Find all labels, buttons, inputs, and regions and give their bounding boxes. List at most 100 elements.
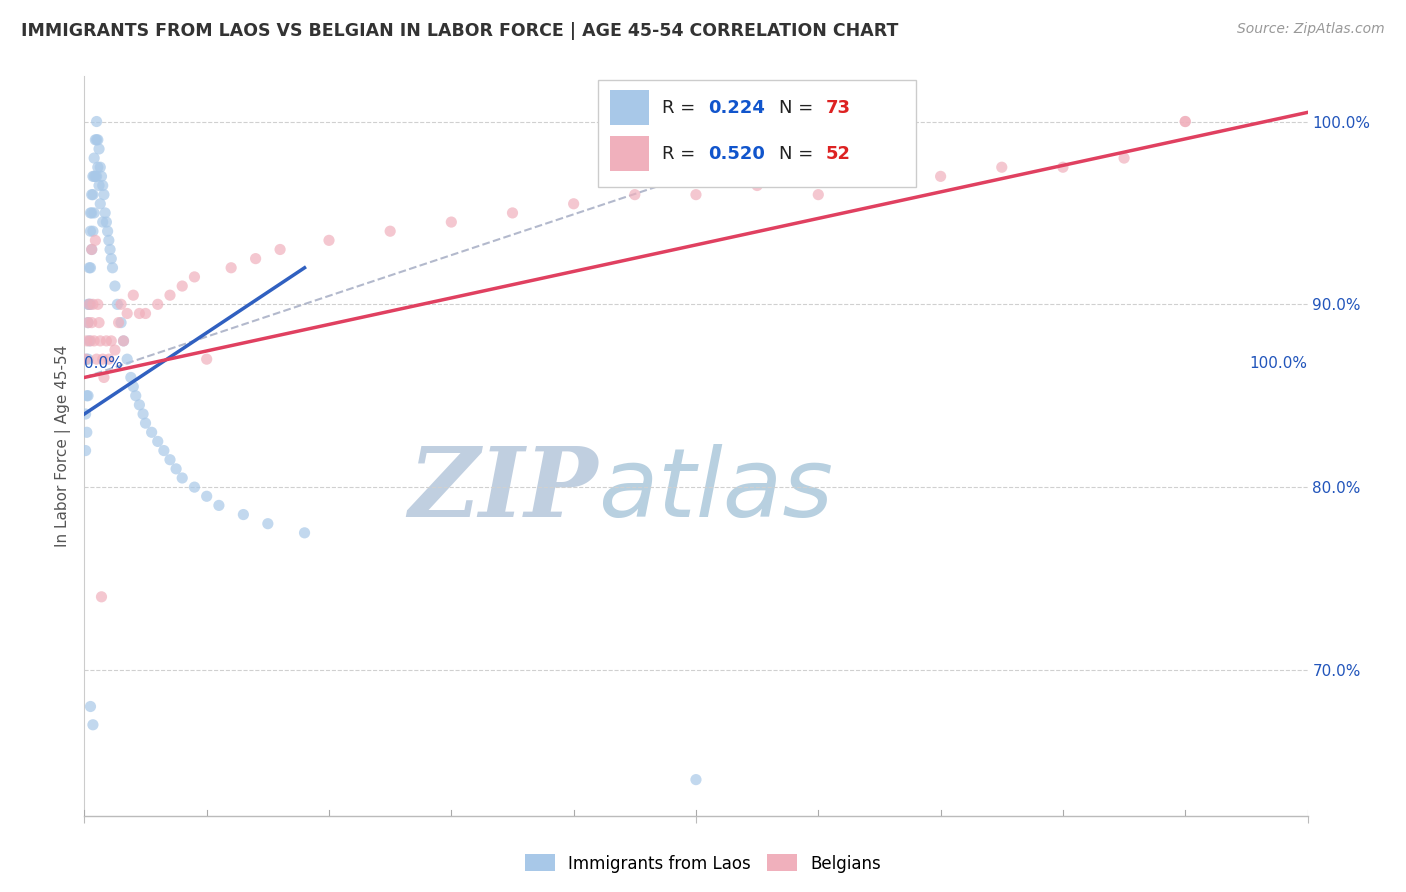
Text: IMMIGRANTS FROM LAOS VS BELGIAN IN LABOR FORCE | AGE 45-54 CORRELATION CHART: IMMIGRANTS FROM LAOS VS BELGIAN IN LABOR… <box>21 22 898 40</box>
Point <box>1174 114 1197 128</box>
Point <box>96 215 118 229</box>
Point <box>115 306 138 320</box>
Text: 52: 52 <box>825 145 851 162</box>
Point <box>110 316 132 330</box>
FancyBboxPatch shape <box>598 79 917 187</box>
Point <box>208 499 231 513</box>
Point <box>440 215 463 229</box>
Point <box>195 489 218 503</box>
Point <box>77 389 100 403</box>
Point <box>929 169 952 184</box>
Point <box>83 334 105 348</box>
Point <box>96 334 118 348</box>
Point <box>83 169 105 184</box>
Point <box>75 407 97 421</box>
Point <box>159 288 181 302</box>
Point <box>77 297 100 311</box>
Point <box>183 480 205 494</box>
Point <box>183 269 205 284</box>
Point <box>219 260 242 275</box>
Point <box>294 525 316 540</box>
Point <box>97 352 120 367</box>
Point <box>90 169 112 184</box>
Point <box>562 196 585 211</box>
Point <box>83 151 105 165</box>
Point <box>79 334 101 348</box>
Point <box>76 352 98 367</box>
Point <box>77 297 100 311</box>
Point <box>104 279 127 293</box>
Legend: Immigrants from Laos, Belgians: Immigrants from Laos, Belgians <box>517 847 889 880</box>
Point <box>1174 114 1197 128</box>
Point <box>100 252 122 266</box>
Point <box>125 389 148 403</box>
Point <box>93 370 115 384</box>
Point <box>132 407 155 421</box>
Point <box>991 160 1014 174</box>
Point <box>89 160 111 174</box>
Point <box>1114 151 1136 165</box>
Point <box>245 252 267 266</box>
Point <box>77 316 100 330</box>
Point <box>869 169 891 184</box>
Point <box>80 243 103 257</box>
Point <box>77 260 100 275</box>
Point <box>172 471 194 485</box>
Point <box>502 206 524 220</box>
Point <box>80 187 103 202</box>
Point <box>685 772 707 787</box>
Text: 100.0%: 100.0% <box>1250 356 1308 371</box>
Point <box>77 334 100 348</box>
Point <box>87 297 110 311</box>
Point <box>79 206 101 220</box>
Point <box>80 243 103 257</box>
Point <box>84 133 107 147</box>
Text: 0.520: 0.520 <box>709 145 765 162</box>
Point <box>807 187 830 202</box>
Point <box>100 334 122 348</box>
Point <box>76 334 98 348</box>
Point <box>79 260 101 275</box>
Point <box>141 425 163 440</box>
Y-axis label: In Labor Force | Age 45-54: In Labor Force | Age 45-54 <box>55 345 72 547</box>
Point <box>77 352 100 367</box>
Point <box>75 443 97 458</box>
Text: atlas: atlas <box>598 444 834 537</box>
Text: Source: ZipAtlas.com: Source: ZipAtlas.com <box>1237 22 1385 37</box>
Text: 73: 73 <box>825 99 851 117</box>
Point <box>79 297 101 311</box>
Point <box>76 389 98 403</box>
Text: R =: R = <box>662 99 700 117</box>
Point <box>112 334 135 348</box>
Point <box>115 352 138 367</box>
Point <box>172 279 194 293</box>
Point <box>269 243 291 257</box>
Point <box>146 297 169 311</box>
Point <box>98 243 121 257</box>
Point <box>79 699 101 714</box>
Point <box>82 224 104 238</box>
Point <box>75 352 97 367</box>
Point <box>80 316 103 330</box>
Point <box>89 196 111 211</box>
Point <box>135 306 157 320</box>
Point <box>82 718 104 732</box>
Point <box>89 334 111 348</box>
Point <box>87 178 110 193</box>
Point <box>232 508 254 522</box>
Point <box>107 316 129 330</box>
Point <box>77 316 100 330</box>
Point <box>159 452 181 467</box>
Point <box>97 233 120 247</box>
Point <box>91 215 114 229</box>
Point <box>87 133 110 147</box>
Point <box>101 260 124 275</box>
Point <box>128 398 150 412</box>
Point <box>94 206 117 220</box>
Point <box>83 206 105 220</box>
Point <box>257 516 280 531</box>
Point <box>82 297 104 311</box>
Point <box>380 224 402 238</box>
Point <box>76 425 98 440</box>
Point <box>93 187 115 202</box>
